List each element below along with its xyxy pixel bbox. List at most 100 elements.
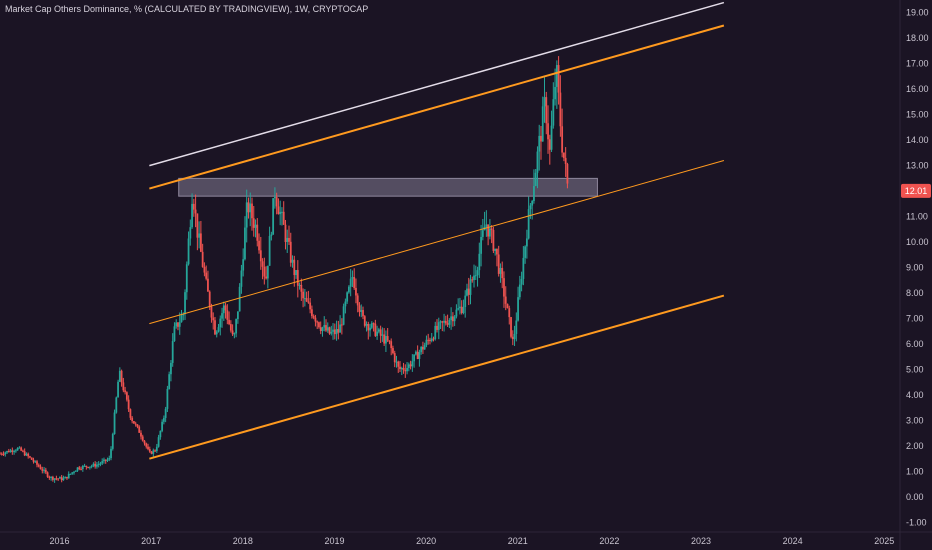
candle-body (0, 453, 1, 455)
candle-body (30, 457, 33, 460)
candle-body (273, 196, 276, 199)
candle-body (517, 297, 519, 321)
candle-body (125, 392, 128, 400)
candle-body (74, 470, 77, 472)
candle-body (265, 276, 267, 279)
y-tick-label: 18.00 (906, 33, 929, 43)
candle-body (212, 317, 215, 321)
candle-body (279, 211, 282, 215)
candle-body (455, 309, 458, 317)
candle-body (356, 295, 359, 306)
candle-body (548, 139, 551, 150)
candle-body (363, 316, 366, 326)
candle-body (303, 298, 306, 300)
candle-body (562, 152, 565, 158)
candle-body (288, 237, 290, 242)
candle-body (344, 301, 347, 307)
candle-body (450, 316, 453, 321)
candle-body (252, 218, 255, 228)
candle-body (124, 390, 127, 393)
candle-body (37, 464, 40, 467)
candle-body (376, 331, 379, 336)
candle-body (432, 338, 435, 340)
candle-body (473, 275, 475, 280)
candle-body (240, 270, 243, 287)
candle-body (127, 399, 130, 410)
candle-body (184, 292, 186, 314)
candle-body (226, 310, 229, 320)
candle-body (39, 466, 42, 470)
y-tick-label: 15.00 (906, 110, 929, 120)
candle-body (351, 277, 354, 279)
y-tick-label: 16.00 (906, 84, 929, 94)
candle-body (300, 284, 303, 292)
candle-body (476, 270, 479, 276)
candle-body (231, 330, 234, 335)
candle-body (4, 452, 7, 455)
candle-body (464, 295, 467, 308)
candle-body (416, 351, 419, 359)
candle-body (80, 468, 82, 470)
candle-body (83, 465, 86, 467)
candle-body (221, 313, 223, 319)
candle-body (547, 123, 549, 140)
candle-body (115, 397, 118, 413)
candle-body (18, 447, 21, 449)
candle-body (533, 186, 535, 201)
candle-body (148, 449, 151, 452)
candle-body (386, 336, 389, 341)
candle-body (360, 310, 363, 312)
candle-body (425, 339, 428, 346)
candle-body (309, 302, 312, 310)
y-tick-label: 10.00 (906, 237, 929, 247)
candle-body (332, 329, 334, 332)
candle-body (496, 248, 498, 255)
candle-body (497, 254, 500, 274)
candle-body (129, 409, 132, 418)
candle-body (108, 458, 111, 460)
candle-body (436, 325, 438, 330)
candle-body (444, 320, 447, 324)
y-tick-label: 3.00 (906, 415, 924, 425)
candle-body (27, 453, 30, 457)
candle-body (268, 235, 271, 266)
candle-body (217, 327, 220, 332)
candle-body (81, 465, 84, 470)
candle-body (71, 472, 74, 474)
candle-body (170, 362, 172, 375)
candle-body (259, 250, 262, 262)
candle-body (527, 209, 530, 239)
candle-body (462, 307, 465, 314)
candle-body (296, 270, 299, 286)
candle-body (215, 331, 218, 335)
x-tick-label: 2022 (599, 536, 619, 546)
candle-body (291, 259, 294, 263)
candle-body (407, 364, 410, 368)
x-tick-label: 2019 (324, 536, 344, 546)
candle-body (224, 305, 227, 311)
candle-body (41, 469, 44, 471)
candle-body (370, 323, 373, 328)
candle-body (318, 322, 320, 328)
candle-body (448, 320, 451, 325)
candle-body (57, 478, 60, 480)
candle-body (504, 296, 507, 304)
candle-body (53, 478, 56, 480)
candle-body (118, 370, 121, 382)
candle-body (508, 308, 511, 318)
candle-body (64, 476, 67, 479)
candle-body (513, 333, 516, 340)
candle-body (286, 237, 289, 242)
candle-body (555, 65, 558, 87)
candle-body (381, 334, 384, 336)
candle-body (314, 317, 317, 322)
candle-body (111, 434, 114, 449)
candle-body (194, 209, 197, 214)
candle-body (540, 135, 542, 142)
candle-body (459, 306, 461, 309)
candle-body (177, 322, 179, 327)
candle-body (134, 423, 137, 425)
candle-body (311, 309, 313, 317)
